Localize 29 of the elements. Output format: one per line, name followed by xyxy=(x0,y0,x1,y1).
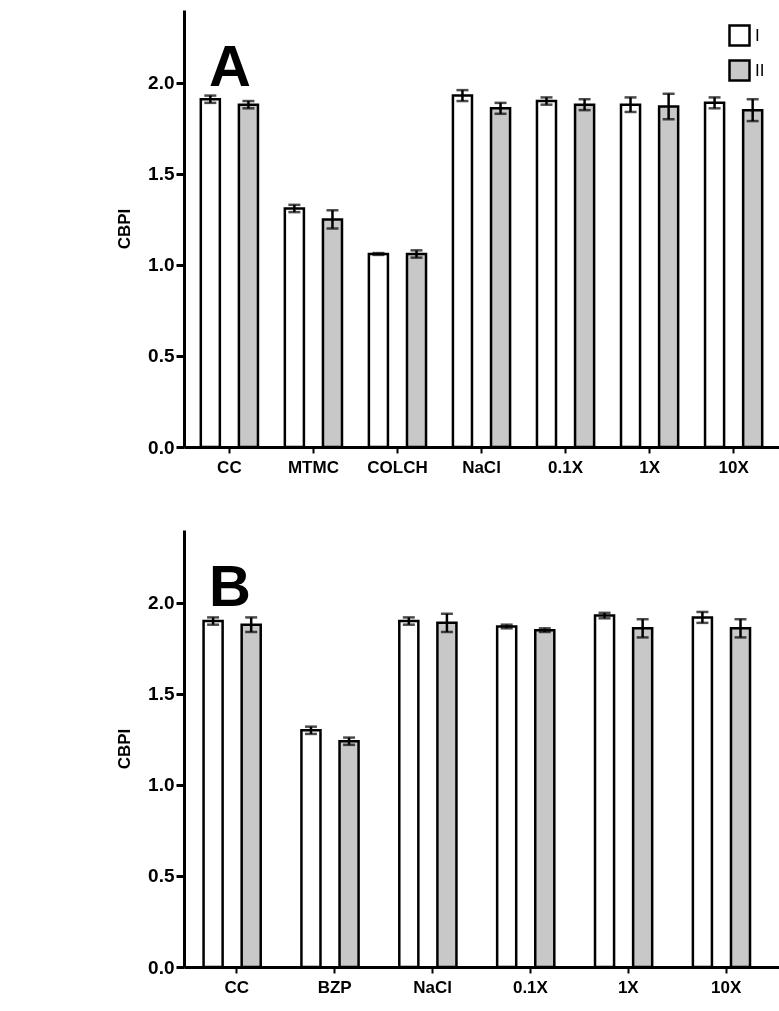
x-tick-label: BZP xyxy=(317,977,352,997)
y-tick-label: 1.0 xyxy=(148,774,175,796)
x-tick-label: 10X xyxy=(711,977,742,997)
legend-label: II xyxy=(755,60,765,80)
x-tick-label: CC xyxy=(217,457,242,477)
x-tick-label: 1X xyxy=(639,457,661,477)
y-tick-label: 1.0 xyxy=(148,254,175,276)
x-tick-label: 10X xyxy=(718,457,750,477)
y-axis-title: CBPI xyxy=(115,208,135,250)
x-tick-label: 0.1X xyxy=(512,977,549,997)
y-tick-label: 1.5 xyxy=(148,163,175,185)
legend-label: I xyxy=(755,25,760,45)
y-tick-label: 1.5 xyxy=(148,683,175,705)
y-tick-label: 2.0 xyxy=(148,72,175,94)
y-tick-label: 0.5 xyxy=(148,865,175,887)
y-tick-label: 0.0 xyxy=(148,436,175,458)
chart-title: B xyxy=(209,553,251,618)
y-tick-label: 0.5 xyxy=(148,345,175,367)
y-axis-title: CBPI xyxy=(115,728,135,770)
x-tick-label: NaCl xyxy=(413,977,452,997)
x-tick-label: CC xyxy=(224,977,250,997)
x-tick-label: MTMC xyxy=(287,457,339,477)
x-tick-label: COLCH xyxy=(367,457,428,477)
x-tick-label: NaCl xyxy=(462,457,501,477)
x-tick-label: 0.1X xyxy=(548,457,584,477)
y-tick-label: 0.0 xyxy=(148,956,175,978)
chart-title: A xyxy=(209,33,251,98)
x-tick-label: 1X xyxy=(617,977,640,997)
y-tick-label: 2.0 xyxy=(148,592,175,614)
